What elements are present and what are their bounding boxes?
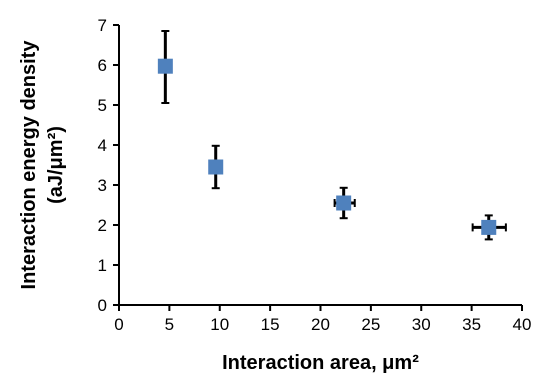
x-ticks: 0 5 10 15 20 25 30 35 40 bbox=[114, 305, 531, 334]
error-bars bbox=[161, 30, 507, 241]
y-axis-title: Interaction energy density (aJ/μm²) bbox=[18, 40, 67, 290]
y-tick-label: 0 bbox=[98, 296, 107, 315]
y-tick-label: 3 bbox=[98, 176, 107, 195]
x-tick-label: 15 bbox=[261, 315, 280, 334]
y-tick-label: 7 bbox=[98, 16, 107, 35]
y-ticks: 0 1 2 3 4 5 6 7 bbox=[98, 16, 119, 315]
x-tick-label: 35 bbox=[462, 315, 481, 334]
y-tick-label: 4 bbox=[98, 136, 107, 155]
x-tick-label: 25 bbox=[361, 315, 380, 334]
y-tick-label: 1 bbox=[98, 256, 107, 275]
x-tick-label: 0 bbox=[114, 315, 123, 334]
x-tick-label: 5 bbox=[165, 315, 174, 334]
x-tick-label: 10 bbox=[210, 315, 229, 334]
data-points bbox=[157, 58, 497, 235]
x-axis-title: Interaction area, μm² bbox=[222, 352, 419, 374]
y-tick-label: 2 bbox=[98, 216, 107, 235]
data-point-square bbox=[208, 159, 224, 175]
data-point-square bbox=[336, 195, 352, 211]
data-point-square bbox=[157, 58, 173, 74]
y-tick-label: 5 bbox=[98, 96, 107, 115]
x-tick-label: 20 bbox=[311, 315, 330, 334]
y-axis-title-line-1: Interaction energy density bbox=[18, 40, 40, 290]
axes bbox=[118, 25, 522, 306]
y-axis-title-line-2: (aJ/μm²) bbox=[45, 126, 67, 204]
data-point-square bbox=[481, 219, 497, 235]
y-tick-label: 6 bbox=[98, 56, 107, 75]
x-tick-label: 40 bbox=[513, 315, 532, 334]
x-tick-label: 30 bbox=[412, 315, 431, 334]
